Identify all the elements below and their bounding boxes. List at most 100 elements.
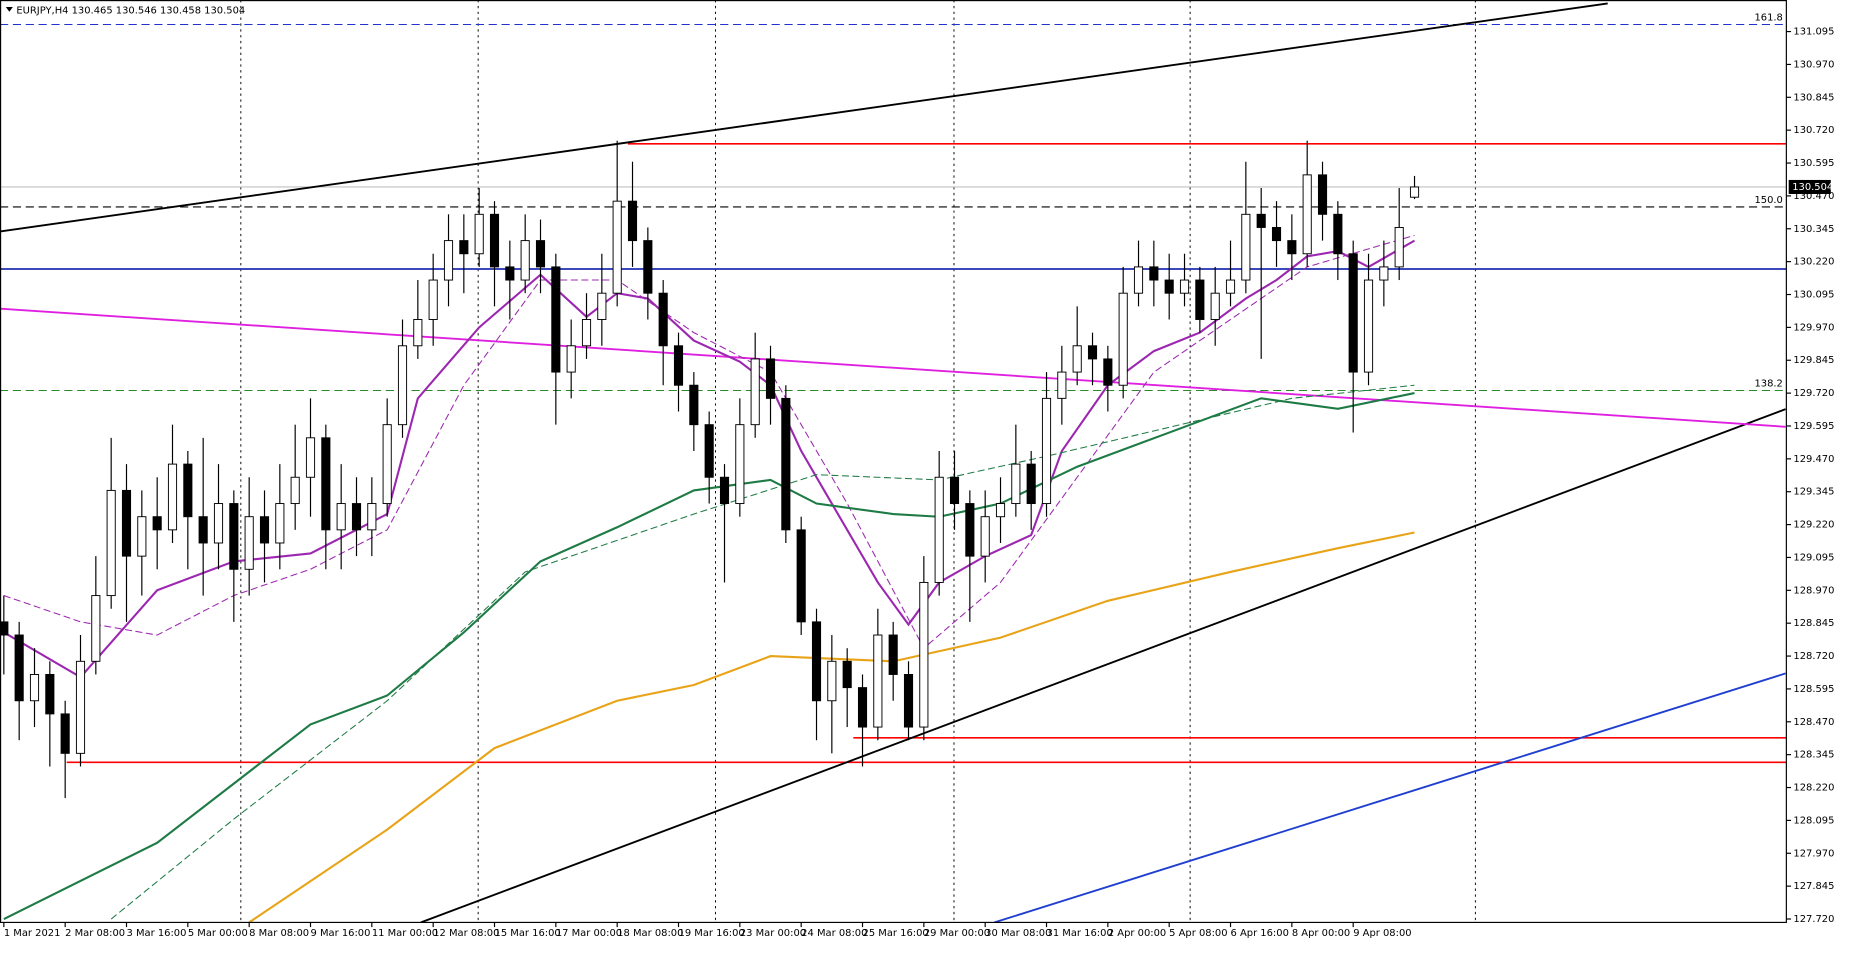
y-tick-label: 127.970 — [1793, 848, 1834, 859]
y-tick-label: 128.220 — [1793, 783, 1834, 794]
menu-arrow — [5, 7, 13, 12]
x-tick-label: 8 Mar 08:00 — [249, 928, 309, 939]
candle-body — [351, 503, 362, 531]
candle-body — [781, 397, 791, 531]
y-tick-label: 129.095 — [1793, 552, 1834, 563]
candle-body — [1287, 240, 1297, 255]
candle-body — [505, 266, 515, 281]
candle-body — [244, 516, 254, 570]
candle-body — [367, 503, 377, 531]
candle-body — [1363, 279, 1374, 373]
candle-body — [259, 516, 270, 544]
y-tick-label: 129.720 — [1793, 388, 1834, 399]
candle-body — [643, 240, 653, 294]
candle-body — [167, 463, 178, 531]
candle-body — [229, 503, 239, 570]
candle-body — [336, 503, 346, 531]
candle-body — [29, 673, 40, 702]
trendline — [420, 408, 1786, 923]
y-tick-label: 127.845 — [1793, 881, 1834, 892]
candle-body — [612, 200, 622, 294]
candle-body — [719, 476, 730, 505]
y-tick-label: 127.720 — [1793, 914, 1834, 925]
candle-body — [903, 673, 914, 728]
y-tick-label: 130.595 — [1793, 158, 1834, 169]
candle-body — [1409, 186, 1420, 198]
x-tick-label: 31 Mar 16:00 — [1047, 928, 1113, 939]
trendline — [0, 2, 1608, 233]
x-tick-label: 12 Mar 08:00 — [433, 928, 499, 939]
candle-body — [137, 516, 147, 557]
x-tick-label: 30 Mar 08:00 — [985, 928, 1051, 939]
candle-body — [535, 240, 546, 268]
candle-body — [106, 489, 116, 597]
candle-body — [382, 424, 392, 505]
candle-body — [1394, 226, 1404, 268]
y-tick-label: 130.345 — [1793, 224, 1834, 235]
x-tick-label: 2 Apr 00:00 — [1108, 928, 1166, 939]
candle-body — [1348, 253, 1358, 373]
trendline — [994, 672, 1786, 923]
candle-body — [489, 213, 500, 268]
x-tick-label: 29 Mar 00:00 — [924, 928, 990, 939]
plot-frame — [0, 0, 1787, 924]
candle-body — [750, 358, 760, 426]
candle-body — [597, 292, 607, 320]
candle-body — [91, 595, 101, 662]
candle-body — [1317, 174, 1328, 215]
x-tick-label: 11 Mar 00:00 — [372, 928, 438, 939]
candle-body — [1026, 463, 1036, 505]
x-tick-label: 24 Mar 08:00 — [801, 928, 867, 939]
candle-body — [919, 581, 929, 728]
candle-body — [581, 319, 592, 347]
y-tick-label: 130.970 — [1793, 59, 1834, 70]
candle-body — [658, 292, 668, 347]
candle-body — [857, 687, 868, 728]
level-label: 161.8 — [1754, 12, 1782, 23]
candle-body — [980, 516, 990, 557]
candle-body — [566, 345, 576, 373]
moving-average — [110, 384, 1415, 920]
candle-body — [888, 634, 898, 675]
candle-body — [1164, 279, 1174, 294]
y-tick-label: 129.595 — [1793, 421, 1834, 432]
candle-body — [321, 437, 331, 531]
candle-body — [397, 345, 408, 426]
candle-body — [827, 660, 837, 702]
candle-body — [934, 476, 944, 583]
candle-body — [1149, 266, 1159, 281]
candle-body — [1241, 213, 1251, 281]
moving-average — [3, 392, 1415, 920]
plot — [0, 2, 1787, 923]
candle-body — [1118, 292, 1128, 386]
candle-body — [60, 713, 70, 754]
candle-body — [14, 634, 24, 702]
candle-body — [765, 358, 776, 399]
candle-body — [152, 516, 162, 531]
x-tick-label: 18 Mar 08:00 — [617, 928, 683, 939]
x-tick-label: 23 Mar 00:00 — [740, 928, 806, 939]
trendline — [0, 307, 1786, 428]
level-label: 150.0 — [1754, 195, 1782, 206]
candle-body — [213, 503, 224, 544]
candle-body — [1087, 345, 1098, 360]
candle-body — [520, 240, 530, 281]
y-tick-label: 130.845 — [1793, 92, 1834, 103]
x-tick-label: 2 Mar 08:00 — [65, 928, 125, 939]
x-tick-label: 5 Mar 00:00 — [188, 928, 248, 939]
x-tick-label: 5 Apr 08:00 — [1169, 928, 1227, 939]
candle-body — [1041, 397, 1052, 505]
x-tick-label: 17 Mar 00:00 — [556, 928, 622, 939]
x-tick-label: 9 Mar 16:00 — [311, 928, 371, 939]
y-tick-label: 129.220 — [1793, 520, 1834, 531]
x-tick-label: 8 Apr 00:00 — [1292, 928, 1350, 939]
candle-body — [1333, 213, 1343, 255]
candle-body — [443, 240, 454, 281]
y-tick-label: 128.095 — [1793, 815, 1834, 826]
y-tick-label: 129.970 — [1793, 322, 1834, 333]
candle-body — [290, 476, 300, 505]
candle-body — [995, 503, 1006, 518]
candle-body — [275, 503, 285, 544]
candle-body — [796, 529, 806, 623]
